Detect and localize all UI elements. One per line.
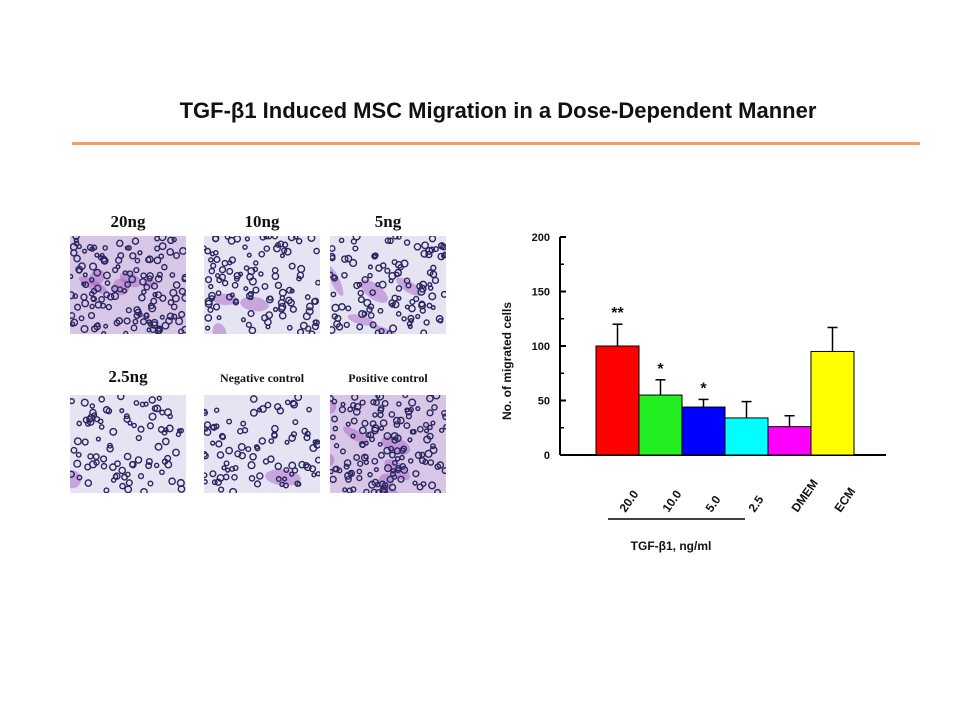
- y-tick-label: 150: [532, 287, 550, 299]
- significance-marker: *: [657, 361, 664, 378]
- x-tick-label: 5.0: [702, 493, 723, 515]
- panel-label: Negative control: [219, 371, 305, 385]
- bar: [595, 345, 640, 456]
- micrograph-image: [204, 395, 320, 493]
- bar-chart: 0 50 100 150 200 No. of migrated cells ** 20.0 *…: [480, 220, 920, 580]
- panel-label: 10ng: [244, 212, 280, 231]
- panel-label: 20ng: [110, 212, 146, 231]
- significance-marker: **: [611, 305, 624, 322]
- micrograph-panel: Negative control: [204, 367, 320, 493]
- micrograph-panel: 5ng: [330, 212, 446, 334]
- bar: [810, 350, 855, 456]
- x-tick-label: 2.5: [745, 493, 766, 515]
- significance-marker: *: [700, 380, 707, 397]
- bar: [724, 417, 769, 456]
- micrograph-panel: 10ng: [204, 212, 320, 334]
- panel-label: 2.5ng: [108, 367, 148, 386]
- x-tick-label: 10.0: [659, 487, 684, 514]
- y-axis-label: No. of migrated cells: [500, 302, 514, 420]
- micrograph-image: [70, 395, 186, 493]
- page-title: TGF-β1 Induced MSC Migration in a Dose-D…: [179, 98, 817, 123]
- micrograph-panel: Positive control: [330, 367, 446, 493]
- bar: [638, 394, 683, 456]
- y-tick-label: 50: [538, 396, 550, 408]
- bar: [681, 406, 726, 456]
- micrograph-image: [204, 236, 320, 334]
- x-tick-label: ECM: [831, 485, 858, 515]
- y-tick-label: 100: [532, 341, 550, 353]
- x-tick-label: DMEM: [788, 477, 821, 515]
- micrograph-panel: 2.5ng: [70, 367, 186, 493]
- micrograph-grid: 20ng 10ng 5ng 2.5ng Negative control Pos…: [70, 212, 455, 497]
- bar: [767, 426, 812, 456]
- title-divider: [72, 142, 920, 145]
- x-tick-label: 20.0: [616, 487, 641, 514]
- micrograph-image: [70, 236, 186, 334]
- micrograph-panel: 20ng: [70, 212, 186, 334]
- y-tick-label: 0: [544, 450, 550, 462]
- micrograph-image: [330, 236, 446, 334]
- panel-label: 5ng: [374, 212, 402, 231]
- micrograph-image: [330, 395, 446, 493]
- x-axis-label: TGF-β1, ng/ml: [631, 539, 712, 553]
- y-tick-label: 200: [532, 232, 550, 244]
- panel-label: Positive control: [348, 371, 428, 385]
